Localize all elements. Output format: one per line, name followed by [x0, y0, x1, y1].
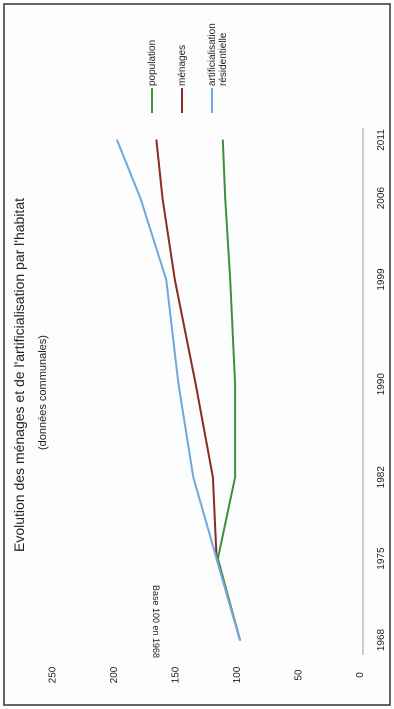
series-1-point [174, 278, 176, 281]
legend-label-1: ménages [177, 45, 188, 86]
x-tick-label: 1990 [376, 373, 387, 396]
series-0-point [222, 139, 224, 141]
x-tick-label: 2011 [376, 129, 387, 151]
series-2-point [192, 476, 195, 479]
series-2-point [116, 139, 118, 141]
series-0-point [234, 476, 236, 479]
series-2-point [239, 639, 241, 641]
series-0-point [224, 197, 226, 199]
y-tick-label: 100 [232, 666, 243, 683]
legend-label-2: artificialisation [207, 23, 218, 86]
x-tick-label: 1975 [376, 547, 387, 570]
x-axis-ticks: 1968 1975 1982 1990 1999 2006 2011 [376, 129, 387, 651]
y-tick-label: 150 [171, 666, 182, 683]
y-axis-ticks: 0 50 100 150 200 250 [48, 666, 367, 683]
legend: population ménages artificialisation réside… [147, 23, 229, 113]
x-tick-label: 1968 [376, 628, 387, 651]
series-line-0 [216, 139, 241, 641]
series-2-point [215, 557, 218, 560]
series-2-point [177, 383, 180, 386]
y-axis-label: Base 100 en 1968 [151, 585, 161, 658]
y-tick-label: 50 [294, 669, 305, 681]
chart-border [3, 3, 391, 706]
chart-title: Evolution des ménages et de l'artificial… [11, 198, 27, 552]
x-tick-label: 1982 [376, 466, 387, 489]
series-2-point [165, 278, 167, 281]
series-1-point [155, 139, 158, 141]
legend-label-2: résidentielle [218, 32, 229, 86]
series-1-point [161, 197, 164, 199]
series-1-point [194, 383, 197, 386]
x-tick-label: 2006 [376, 187, 387, 210]
series-2-point [139, 197, 142, 199]
y-tick-label: 250 [48, 666, 59, 683]
series-0-point [229, 278, 231, 281]
x-tick-label: 1999 [376, 268, 387, 291]
series-lines [116, 139, 241, 641]
legend-label-0: population [147, 40, 158, 86]
series-line-2 [116, 139, 241, 641]
title-group: Evolution des ménages et de l'artificial… [11, 198, 49, 552]
series-1-point [212, 476, 214, 479]
y-tick-label: 200 [109, 666, 120, 683]
series-0-point [234, 383, 236, 386]
y-tick-label: 0 [355, 672, 366, 678]
chart-subtitle: (données communales) [37, 335, 49, 450]
series-line-1 [155, 139, 241, 641]
